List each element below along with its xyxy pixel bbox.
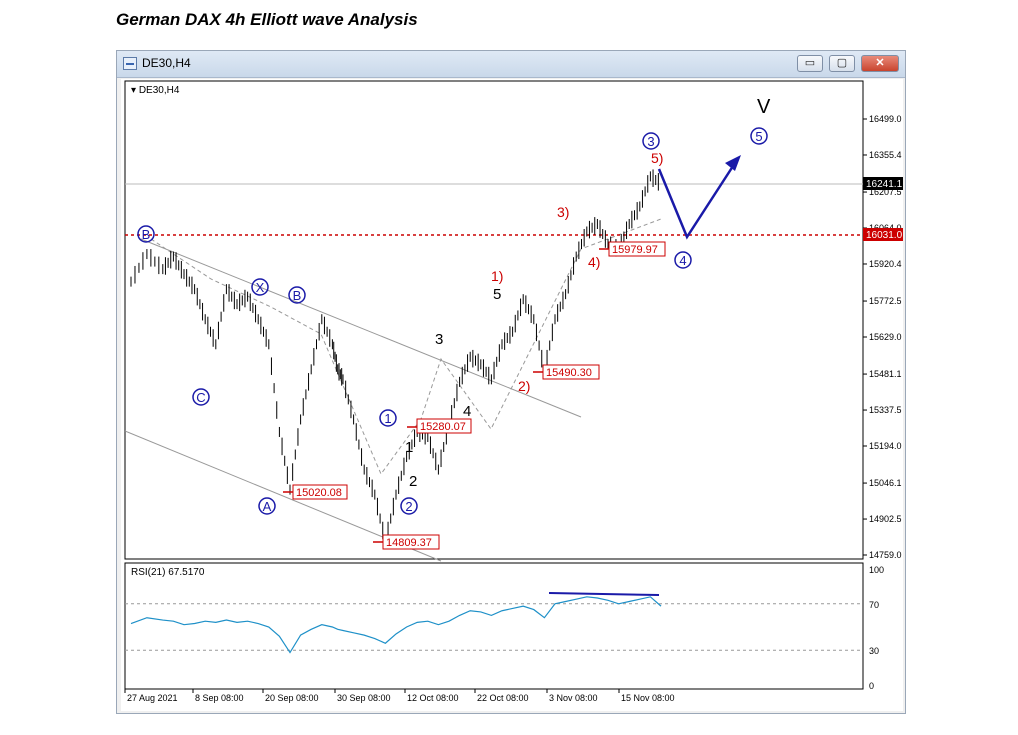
price-tick-label: 15194.0: [869, 441, 902, 451]
black-label-4: 4: [463, 403, 471, 420]
rsi-divergence-line: [548, 592, 660, 596]
wave-label-3: 3: [642, 132, 660, 150]
rsi-tick-label: 70: [869, 600, 879, 610]
svg-text:3: 3: [647, 134, 654, 149]
red-label-4: 4): [588, 254, 600, 270]
price-tick-label: 15920.4: [869, 259, 902, 269]
svg-text:B: B: [293, 288, 302, 303]
red-label-2: 2): [518, 378, 530, 394]
svg-text:16241.1: 16241.1: [866, 179, 903, 190]
rsi-tick-label: 0: [869, 681, 874, 691]
price-tick-label: 16355.4: [869, 150, 902, 160]
black-label-5: 5: [493, 286, 501, 303]
wave-label-2: 2: [400, 497, 418, 515]
svg-text:4: 4: [679, 253, 686, 268]
price-tick-label: 15772.5: [869, 296, 902, 306]
black-label-2: 2: [409, 473, 417, 490]
svg-text:5: 5: [755, 129, 762, 144]
price-box-label: 15979.97: [612, 244, 658, 256]
rsi-label: RSI(21) 67.5170: [131, 567, 205, 578]
price-box: 15979.97: [599, 241, 666, 257]
page-title: German DAX 4h Elliott wave Analysis: [116, 10, 418, 29]
wave-label-X: X: [251, 278, 269, 296]
circled-wave-labels: B C X B A 1 2 3 4 5: [137, 127, 768, 515]
svg-text:X: X: [256, 280, 265, 295]
price-box: 15280.07: [407, 418, 472, 434]
rsi-panel-frame: [124, 562, 864, 690]
red-label-3: 3): [557, 204, 569, 220]
price-tick-label: 14902.5: [869, 514, 902, 524]
rsi-tick-label: 30: [869, 646, 879, 656]
wave-label-B1: B: [137, 225, 155, 243]
svg-text:B: B: [142, 227, 151, 242]
svg-text:2: 2: [405, 499, 412, 514]
price-box: 14809.37: [373, 534, 440, 550]
wave-label-5: 5: [750, 127, 768, 145]
current-price-flag: 16241.1: [863, 177, 903, 190]
price-box-label: 14809.37: [386, 537, 432, 549]
window-titlebar[interactable]: DE30,H4 ▭ ▢ ✕: [117, 51, 905, 78]
rsi-panel: 100 70 30 0: [125, 565, 884, 691]
projection-arrow: [657, 162, 737, 240]
symbol-label: ▾ DE30,H4: [131, 85, 180, 96]
time-tick-label: 22 Oct 08:00: [477, 693, 529, 703]
black-label-V: V: [757, 96, 771, 118]
wave-label-4: 4: [674, 251, 692, 269]
window-title: DE30,H4: [142, 56, 191, 70]
time-tick-label: 30 Sep 08:00: [337, 693, 391, 703]
svg-text:1: 1: [384, 411, 391, 426]
svg-text:16031.0: 16031.0: [866, 230, 903, 241]
time-tick-label: 12 Oct 08:00: [407, 693, 459, 703]
time-tick-label: 27 Aug 2021: [127, 693, 178, 703]
minimize-button[interactable]: ▭: [797, 55, 823, 72]
chart-area[interactable]: ▾ DE30,H4 16499.016355.416207.516064.015…: [121, 79, 903, 711]
wave-label-A: A: [258, 497, 276, 515]
price-tick-label: 15337.5: [869, 405, 902, 415]
price-tick-label: 15629.0: [869, 332, 902, 342]
main-panel-frame: [124, 80, 864, 560]
price-tick-label: 16499.0: [869, 114, 902, 124]
red-wave-labels: 1) 2) 3) 4) 5): [491, 150, 663, 394]
time-tick-label: 3 Nov 08:00: [549, 693, 598, 703]
black-wave-labels: 1 2 3 4 5 V: [405, 96, 771, 490]
red-label-5: 5): [651, 150, 663, 166]
rsi-line: [130, 596, 662, 654]
arrow-head-icon: [725, 155, 741, 171]
black-label-3: 3: [435, 331, 443, 348]
restore-button[interactable]: ▢: [829, 55, 855, 72]
wave-label-1: 1: [379, 409, 397, 427]
chart-window[interactable]: DE30,H4 ▭ ▢ ✕ ▾ DE30,H4 16499.0 16355.4 1: [116, 50, 906, 714]
time-axis: 27 Aug 2021 8 Sep 08:00 20 Sep 08:00 30 Sep…: [124, 689, 675, 703]
wave-label-B2: B: [288, 286, 306, 304]
svg-text:C: C: [196, 390, 205, 405]
price-box-label: 15490.30: [546, 367, 592, 379]
price-bars: [130, 169, 659, 548]
price-tick-label: 14759.0: [869, 550, 902, 560]
price-tick-label: 15481.1: [869, 369, 902, 379]
svg-text:A: A: [263, 499, 272, 514]
time-tick-label: 15 Nov 08:00: [621, 693, 675, 703]
time-tick-label: 8 Sep 08:00: [195, 693, 244, 703]
level-price-flag: 16031.0: [863, 228, 903, 241]
rsi-tick-label: 100: [869, 565, 884, 575]
symbol-triangle-icon: ▾: [131, 85, 139, 96]
price-box: 15490.30: [533, 364, 600, 380]
price-box-label: 15020.08: [296, 487, 342, 499]
price-tick-label: 16207.5: [869, 187, 902, 197]
red-label-1: 1): [491, 268, 503, 284]
close-button[interactable]: ✕: [861, 55, 899, 72]
time-tick-label: 20 Sep 08:00: [265, 693, 319, 703]
channel-upper-line: [140, 238, 582, 418]
chart-window-icon: [123, 57, 137, 70]
black-label-1: 1: [405, 439, 413, 456]
price-box-label: 15280.07: [420, 421, 466, 433]
price-chart[interactable]: ▾ DE30,H4 16499.016355.416207.516064.015…: [121, 79, 903, 711]
price-axis: 16499.016355.416207.516064.015920.415772…: [863, 114, 902, 560]
price-box: 15020.08: [283, 484, 348, 500]
price-tick-label: 15046.1: [869, 478, 902, 488]
wave-label-C: C: [192, 388, 210, 406]
